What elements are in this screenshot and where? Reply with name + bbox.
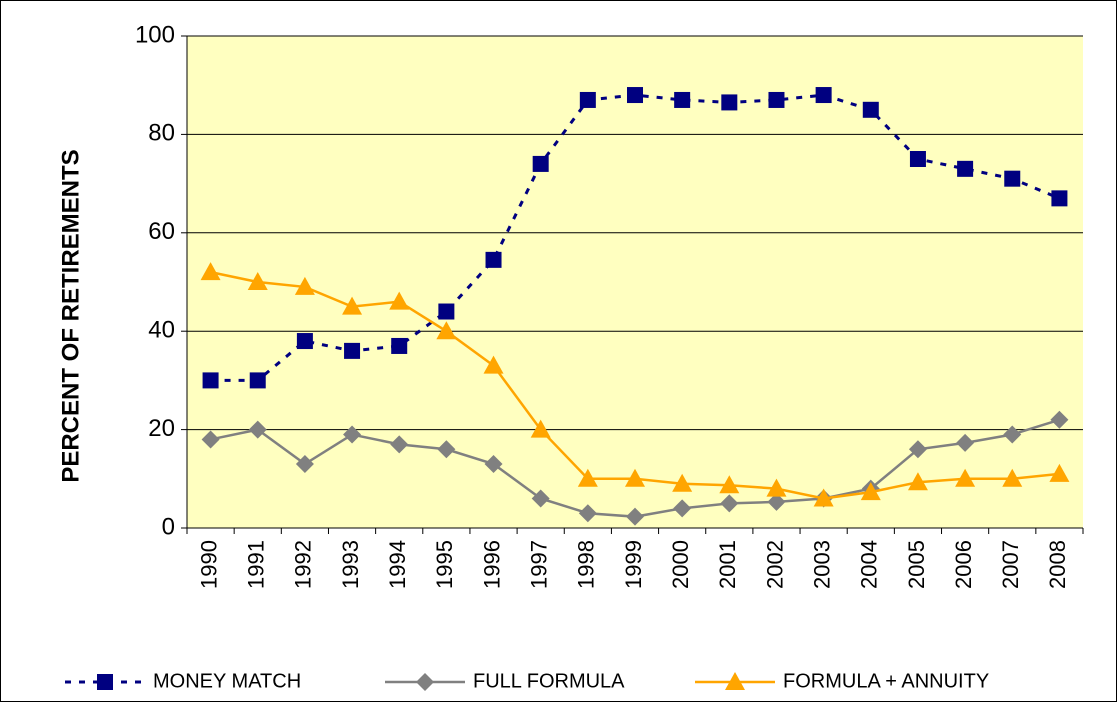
y-tick-label: 0 xyxy=(162,513,175,540)
x-tick-label: 2006 xyxy=(951,540,976,589)
data-point xyxy=(579,91,596,108)
y-tick-label: 20 xyxy=(148,415,175,442)
data-point xyxy=(862,101,879,118)
data-point xyxy=(485,251,502,268)
y-axis-label: PERCENT OF RETIREMENTS xyxy=(57,149,84,482)
x-tick-label: 2001 xyxy=(715,540,740,589)
data-point xyxy=(909,151,926,167)
data-point xyxy=(201,430,220,449)
legend-marker xyxy=(725,672,745,690)
data-point xyxy=(438,303,455,320)
data-point xyxy=(860,482,881,501)
y-tick-label: 100 xyxy=(135,21,175,48)
data-point xyxy=(390,435,409,454)
x-tick-label: 1997 xyxy=(526,540,551,589)
data-point xyxy=(484,455,503,474)
data-point xyxy=(343,425,362,444)
x-tick-label: 2002 xyxy=(762,540,787,589)
data-point xyxy=(532,155,549,172)
data-point xyxy=(672,473,693,492)
legend-label: FORMULA + ANNUITY xyxy=(783,670,989,692)
data-point xyxy=(248,420,267,439)
data-point xyxy=(294,276,315,295)
data-point xyxy=(578,504,597,523)
x-tick-label: 2005 xyxy=(904,540,929,589)
y-tick-label: 40 xyxy=(148,317,175,344)
data-point xyxy=(344,342,361,359)
data-point xyxy=(719,475,740,494)
data-point xyxy=(1002,468,1023,487)
data-point xyxy=(768,91,785,108)
data-point xyxy=(389,291,410,310)
data-point xyxy=(342,296,363,315)
x-tick-label: 2008 xyxy=(1045,540,1070,589)
data-point xyxy=(295,455,314,474)
data-point xyxy=(530,419,551,438)
data-point xyxy=(956,433,975,452)
data-point xyxy=(1051,190,1068,207)
data-point xyxy=(721,94,738,111)
data-point xyxy=(202,372,219,389)
legend-marker xyxy=(416,673,434,691)
y-tick-label: 80 xyxy=(148,120,175,147)
data-point xyxy=(1003,425,1022,444)
data-point xyxy=(673,499,692,518)
data-point xyxy=(626,507,644,526)
x-tick-label: 1993 xyxy=(338,540,363,589)
x-tick-label: 1991 xyxy=(244,540,269,589)
x-tick-label: 1996 xyxy=(479,540,504,589)
x-tick-label: 1990 xyxy=(196,540,221,589)
data-point xyxy=(955,468,976,487)
data-point xyxy=(436,321,457,340)
data-point xyxy=(766,478,787,497)
data-point xyxy=(1004,170,1021,187)
data-point xyxy=(200,262,221,281)
legend-label: FULL FORMULA xyxy=(473,670,625,692)
data-point xyxy=(767,492,786,511)
data-point xyxy=(813,488,834,507)
x-tick-label: 2000 xyxy=(668,540,693,589)
data-point xyxy=(577,468,598,487)
data-point xyxy=(1049,463,1070,482)
x-tick-label: 1998 xyxy=(574,540,599,589)
x-tick-label: 2004 xyxy=(857,540,882,589)
data-point xyxy=(296,333,313,350)
legend-label: MONEY MATCH xyxy=(153,670,301,692)
x-tick-label: 1999 xyxy=(621,540,646,589)
data-point xyxy=(391,337,408,354)
data-point xyxy=(247,272,268,290)
data-point xyxy=(483,355,504,374)
legend-marker xyxy=(97,674,113,690)
data-point xyxy=(1050,410,1069,429)
data-point xyxy=(625,468,645,487)
data-point xyxy=(531,489,550,508)
data-point xyxy=(907,472,928,491)
data-point xyxy=(674,91,691,108)
x-tick-label: 2003 xyxy=(809,540,834,589)
x-tick-label: 1994 xyxy=(385,540,410,589)
data-point xyxy=(249,372,266,389)
data-point xyxy=(437,440,456,459)
data-point xyxy=(815,87,832,104)
data-point xyxy=(957,160,974,177)
data-point xyxy=(908,440,927,459)
y-tick-label: 60 xyxy=(148,218,175,245)
x-tick-label: 1992 xyxy=(291,540,316,589)
x-tick-label: 1995 xyxy=(432,540,457,589)
data-point xyxy=(627,87,643,104)
data-point xyxy=(720,494,739,513)
x-tick-label: 2007 xyxy=(998,540,1023,589)
